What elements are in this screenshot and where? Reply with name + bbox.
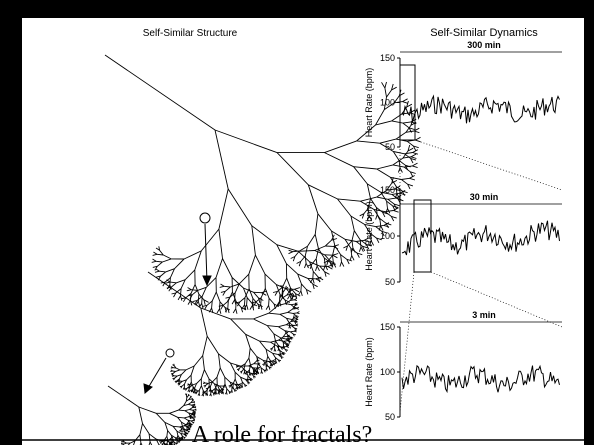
tree-branch [228,301,229,308]
tree-branch [199,394,200,396]
tree-branch [191,418,192,419]
figure: Self-Similar Structure Self-Similar Dyna… [0,0,594,445]
tree-branch [187,385,189,386]
tree-branch [173,426,179,427]
y-tick-label: 100 [380,231,395,241]
duration-label: 30 min [470,192,499,202]
tree-branch [159,441,160,442]
tree-branch [292,319,296,320]
tree-branch [261,298,262,305]
tree-branch [190,425,191,426]
tree-branch [193,411,194,413]
tree-branch [198,294,199,301]
tree-branch [161,442,162,443]
tree-branch [122,440,123,441]
tree-branch [185,434,186,435]
tree-branch [184,431,185,432]
tree-branch [193,406,195,407]
y-tick-label: 100 [380,367,395,377]
y-tick-label: 150 [380,322,395,332]
tree-branch [313,272,314,279]
tree-branch [290,331,294,332]
tree-branch [233,387,234,389]
slide-background [22,18,584,445]
y-axis-label: Heart Rate (bpm) [364,337,374,407]
tree-branch [188,394,189,396]
tree-branch [203,394,204,396]
tree-branch [177,440,178,441]
y-tick-label: 50 [385,277,395,287]
tree-branch [237,387,238,389]
duration-label: 300 min [467,40,501,50]
y-axis-label: Heart Rate (bpm) [364,68,374,138]
tree-branch [284,341,288,342]
y-tick-label: 50 [385,412,395,422]
tree-branch [252,298,253,305]
tree-branch [183,438,184,439]
tree-branch [177,442,178,443]
tree-branch [171,368,173,369]
tree-branch [185,424,188,425]
tree-branch [301,284,302,291]
tree-branch [293,313,297,314]
tree-branch [232,390,233,392]
tree-branch [186,398,187,402]
y-tick-label: 100 [380,98,395,108]
tree-branch [178,417,185,418]
tree-branch [190,396,191,398]
tree-branch [180,440,181,441]
duration-label: 3 min [472,310,496,320]
slide: Self-Similar Structure Self-Similar Dyna… [0,0,594,445]
y-axis-label: Heart Rate (bpm) [364,201,374,271]
y-tick-label: 150 [380,53,395,63]
right-heading: Self-Similar Dynamics [430,27,538,39]
left-heading: Self-Similar Structure [143,28,238,39]
tree-branch [170,371,172,372]
slide-title: A role for fractals? [192,422,373,445]
tree-branch [269,298,270,305]
tree-branch [170,278,171,285]
tree-branch [164,440,165,443]
y-tick-label: 50 [385,142,395,152]
tree-branch [180,430,181,431]
tree-branch [216,392,217,394]
tree-branch [245,298,246,305]
tree-branch [179,441,181,442]
tree-branch [235,293,236,300]
tree-branch [182,431,183,432]
tree-branch [188,431,190,432]
tree-branch [179,410,185,411]
tree-branch [194,419,196,420]
tree-branch [177,381,179,382]
tree-branch [212,301,213,308]
tree-branch [203,383,205,384]
tree-branch [187,433,189,434]
y-tick-label: 150 [380,185,395,195]
tree-branch [202,296,203,303]
tree-branch [187,429,188,430]
tree-branch [291,304,295,305]
tree-branch [247,298,248,305]
tree-branch [172,376,174,377]
tree-branch [220,302,221,309]
